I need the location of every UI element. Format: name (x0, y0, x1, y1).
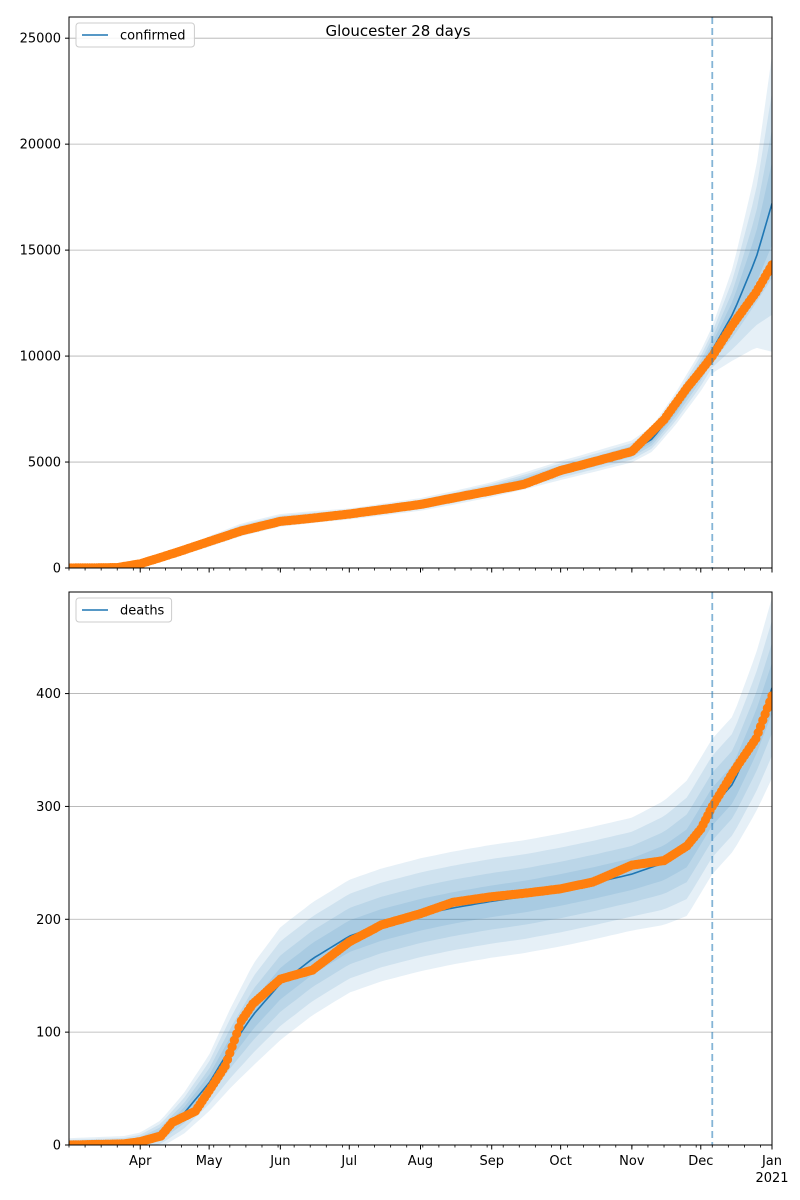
y-tick-label: 5000 (28, 456, 61, 471)
confirmed-panel: 0 5000 10000 15000 20000 25000 confirmed (20, 16, 773, 577)
plot-area (69, 55, 772, 568)
legend-label: confirmed (120, 29, 186, 44)
y-tick-label: 0 (53, 562, 61, 577)
uncertainty-band (69, 662, 772, 1145)
x-tick-label: Sep (479, 1154, 504, 1169)
x-tick-label: Dec (688, 1154, 713, 1169)
x-tick-label: Jan (761, 1154, 782, 1169)
figure-title: Gloucester 28 days (325, 22, 470, 40)
y-tick-label: 100 (36, 1026, 61, 1041)
legend-box (75, 22, 195, 48)
legend-box (75, 597, 173, 623)
y-tick-label: 10000 (20, 350, 61, 365)
y-tick-label: 300 (36, 800, 61, 815)
observed-point (767, 691, 772, 701)
legend-label: deaths (120, 604, 165, 619)
deaths-panel: 0 100 200 300 400 Apr May Jun Jul Aug Sep Oct Nov Dec… (36, 591, 789, 1186)
y-tick-label: 0 (53, 1139, 61, 1154)
x-year-label: 2021 (755, 1171, 788, 1186)
y-tick-label: 25000 (20, 32, 61, 47)
x-tick-label: Aug (408, 1154, 433, 1169)
x-tick-label: Jul (340, 1154, 357, 1169)
observed-point (767, 260, 772, 270)
y-tick-label: 15000 (20, 244, 61, 259)
plot-area (69, 597, 772, 1145)
y-tick-label: 20000 (20, 138, 61, 153)
x-tick-label: Apr (129, 1154, 152, 1169)
x-tick-label: Oct (549, 1154, 571, 1169)
y-tick-label: 400 (36, 687, 61, 702)
x-tick-label: May (196, 1154, 223, 1169)
x-tick-label: Jun (269, 1154, 290, 1169)
x-tick-label: Nov (619, 1154, 645, 1169)
y-tick-label: 200 (36, 913, 61, 928)
